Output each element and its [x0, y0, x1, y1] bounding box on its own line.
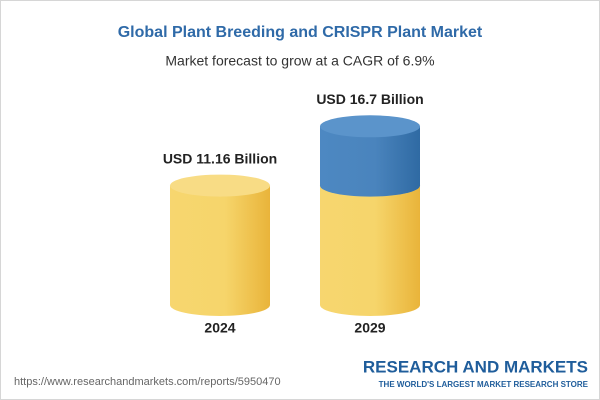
chart-title: Global Plant Breeding and CRISPR Plant M…: [118, 24, 483, 41]
cylinder-growth-top: [320, 115, 420, 138]
chart-subtitle: Market forecast to grow at a CAGR of 6.9…: [165, 53, 434, 69]
cylinder-top: [170, 174, 270, 197]
tagline: THE WORLD'S LARGEST MARKET RESEARCH STOR…: [379, 380, 589, 389]
value-label: USD 11.16 Billion: [163, 150, 277, 166]
cylinder: [320, 185, 420, 305]
source-url: https://www.researchandmarkets.com/repor…: [14, 376, 281, 388]
x-tick-label: 2029: [354, 320, 385, 336]
cylinder: [170, 185, 270, 305]
x-tick-label: 2024: [204, 320, 235, 336]
brand: RESEARCH AND MARKETS: [363, 357, 588, 376]
value-label: USD 16.7 Billion: [316, 91, 423, 107]
